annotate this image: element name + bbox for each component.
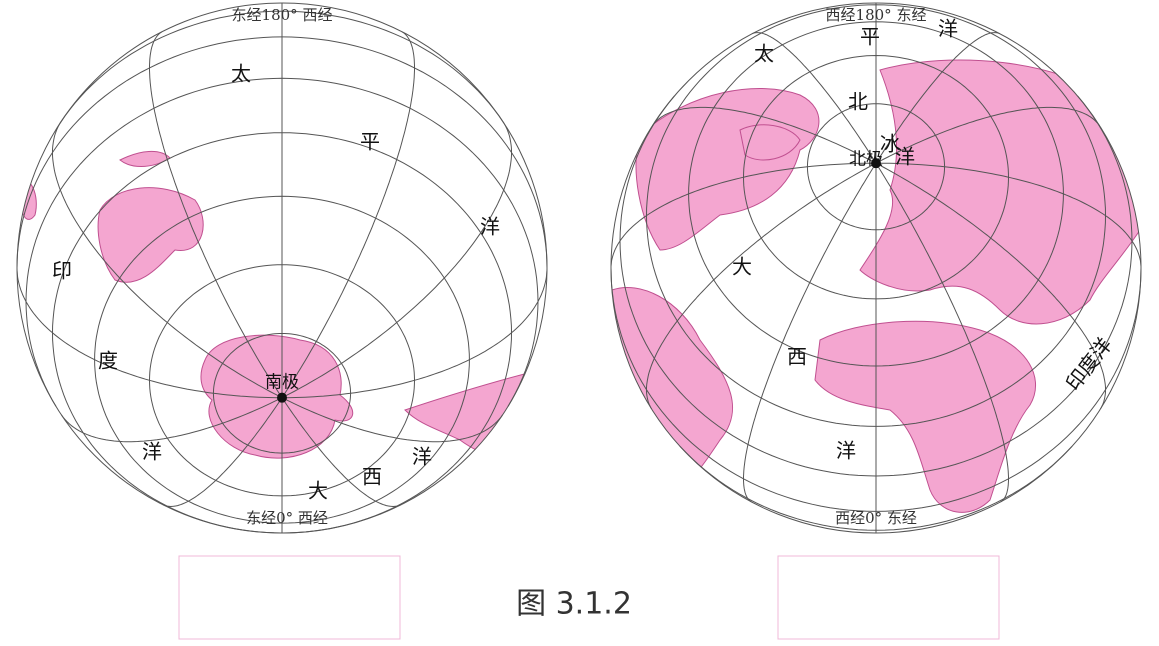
- right-land: [611, 59, 1141, 513]
- left-bottom-label: 东经0° 西经: [246, 509, 328, 527]
- ocean-label: 度: [98, 349, 118, 373]
- ocean-label: 西: [787, 345, 807, 369]
- left-globe-outline: [16, 2, 548, 534]
- graticule-line: [619, 95, 1133, 477]
- graticule-line: [610, 267, 1142, 512]
- ocean-label: 洋: [895, 145, 915, 169]
- ocean-label: 洋: [480, 215, 500, 239]
- graticule-line: [652, 106, 877, 164]
- graticule-line: [875, 162, 1106, 410]
- ocean-label: 大: [732, 255, 752, 279]
- graticule-line: [646, 162, 877, 410]
- right-pole-label: 北极: [849, 150, 883, 170]
- graticule-line: [610, 162, 876, 268]
- ocean-label: 洋: [938, 17, 958, 41]
- right-graticule: [610, 3, 1142, 533]
- north-pole-dot: [871, 158, 881, 169]
- graticule-line: [52, 122, 283, 399]
- caption: 图 3.1.2: [516, 587, 632, 622]
- graticule-line: [281, 122, 512, 399]
- ocean-label: 太: [754, 42, 774, 66]
- ocean-label: 印: [52, 259, 72, 283]
- answer-box-left: [178, 555, 401, 640]
- south-pole-dot: [277, 392, 287, 403]
- ocean-label: 北: [848, 90, 868, 114]
- ocean-label: 冰: [880, 132, 900, 156]
- ocean-label: 平: [860, 25, 880, 49]
- graticule-line: [16, 268, 282, 399]
- answer-box-right: [777, 555, 1000, 640]
- graticule-line: [875, 32, 1000, 164]
- right-globe-outline: [610, 2, 1142, 534]
- ocean-label: 西: [362, 465, 382, 489]
- graticule-line: [876, 162, 1142, 268]
- left-top-label: 东经180° 西经: [232, 6, 333, 24]
- graticule-line: [743, 162, 877, 503]
- graticule-line: [281, 397, 504, 443]
- left-graticule: [16, 3, 548, 534]
- graticule-line: [281, 397, 402, 508]
- graticule-line: [282, 268, 548, 399]
- right-top-label: 西经180° 东经: [826, 6, 927, 24]
- ocean-label: 洋: [412, 445, 432, 469]
- ocean-label: 洋: [836, 439, 856, 463]
- graticule-line: [875, 162, 1009, 503]
- right-bottom-label: 西经0° 东经: [835, 509, 917, 527]
- ocean-label: 太: [231, 62, 251, 86]
- ocean-label: 平: [360, 130, 380, 154]
- left-pole-label: 南极: [265, 373, 299, 393]
- left-land: [19, 151, 547, 471]
- graticule-line: [162, 397, 283, 508]
- graticule-line: [875, 106, 1100, 164]
- ocean-label: 大: [308, 479, 328, 503]
- graticule-line: [149, 31, 283, 398]
- graticule-line: [281, 31, 415, 398]
- graticule-line: [60, 397, 283, 443]
- ocean-label: 洋: [142, 440, 162, 464]
- graticule-line: [752, 32, 877, 164]
